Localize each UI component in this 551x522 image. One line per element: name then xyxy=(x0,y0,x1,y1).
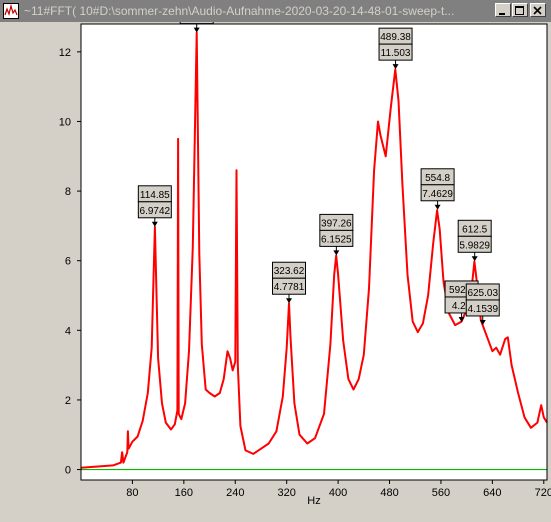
x-tick-label: 160 xyxy=(175,487,193,499)
peak-annotation[interactable]: 397.26 6.1525 xyxy=(319,213,354,256)
annotation-x-value: 612.5 xyxy=(462,224,487,235)
x-tick-label: 640 xyxy=(483,487,501,499)
x-tick-label: 80 xyxy=(126,487,138,499)
minimize-button[interactable] xyxy=(495,3,511,17)
y-tick-label: 8 xyxy=(65,186,71,198)
annotation-x-value: 625.03 xyxy=(467,288,498,299)
annotation-box-y xyxy=(457,235,492,253)
x-tick-label: 240 xyxy=(226,487,244,499)
annotation-box-y xyxy=(420,184,455,202)
annotation-y-value: 11.503 xyxy=(381,48,411,59)
annotation-arrow-icon xyxy=(151,221,158,227)
x-tick-label: 320 xyxy=(278,487,296,499)
peak-annotation[interactable]: 489.38 11.503 xyxy=(378,27,413,70)
annotation-box-y xyxy=(378,43,413,61)
annotation-y-value: 5.9829 xyxy=(459,240,490,251)
annotation-box-y xyxy=(272,277,307,295)
annotation-y-value: 4.24 xyxy=(452,301,472,312)
peak-annotation[interactable]: 612.5 5.9829 xyxy=(457,219,492,262)
spectrum-series-line xyxy=(80,31,548,469)
x-tick-label: 720 xyxy=(535,487,551,499)
x-tick-label: 560 xyxy=(432,487,450,499)
annotation-arrow-icon xyxy=(193,27,200,33)
annotation-arrow-icon xyxy=(333,250,340,256)
annotation-x-value: 114.85 xyxy=(140,190,170,201)
annotation-x-value: 554.8 xyxy=(425,173,450,184)
annotation-y-value: 6.9742 xyxy=(140,206,171,217)
annotation-x-value: 592.1 xyxy=(449,285,474,296)
y-tick-label: 4 xyxy=(65,325,71,337)
annotation-x-value: 397.26 xyxy=(321,218,352,229)
annotation-box-y xyxy=(465,299,500,317)
annotation-x-value: 323.62 xyxy=(274,266,305,277)
app-icon xyxy=(3,3,19,19)
y-tick-label: 2 xyxy=(65,395,71,407)
annotation-y-value: 182.41 xyxy=(181,22,212,23)
annotation-arrow-icon xyxy=(479,319,486,325)
annotation-arrow-icon xyxy=(434,204,441,210)
annotation-arrow-icon xyxy=(392,64,399,70)
y-tick-label: 6 xyxy=(65,256,71,268)
maximize-button[interactable] xyxy=(512,3,528,17)
annotation-y-value: 4.1539 xyxy=(467,304,498,315)
annotation-box-y xyxy=(319,229,354,247)
peak-annotation[interactable]: 554.8 7.4629 xyxy=(420,168,455,210)
x-tick-label: 480 xyxy=(380,487,398,499)
annotation-x-value: 489.38 xyxy=(380,32,411,43)
close-button[interactable] xyxy=(530,3,546,17)
annotation-y-value: 7.4629 xyxy=(422,189,453,200)
window-title: ~11#FFT( 10#D:\sommer-zehn\Audio-Aufnahm… xyxy=(24,4,455,18)
y-tick-label: 0 xyxy=(65,465,71,477)
annotation-box-y xyxy=(137,201,172,219)
maximize-icon xyxy=(515,6,524,15)
annotation-y-value: 6.1525 xyxy=(321,234,352,245)
peak-annotation[interactable]: 114.85 6.9742 xyxy=(137,185,172,227)
minimize-icon xyxy=(499,13,505,15)
peak-annotation[interactable]: 323.62 4.7781 xyxy=(272,261,307,304)
y-tick-label: 12 xyxy=(59,47,71,59)
annotation-arrow-icon xyxy=(458,316,465,322)
x-tick-label: 400 xyxy=(329,487,347,499)
annotation-y-value: 4.7781 xyxy=(274,282,305,293)
y-tick-label: 10 xyxy=(59,116,71,128)
title-bar[interactable]: ~11#FFT( 10#D:\sommer-zehn\Audio-Aufnahm… xyxy=(0,0,551,22)
annotation-arrow-icon xyxy=(286,298,293,304)
annotation-arrow-icon xyxy=(471,256,478,262)
x-axis-label: Hz xyxy=(307,495,320,507)
close-icon xyxy=(533,6,542,15)
plot-frame xyxy=(80,23,548,481)
peak-annotation[interactable]: 625.03 4.1539 xyxy=(465,283,500,325)
